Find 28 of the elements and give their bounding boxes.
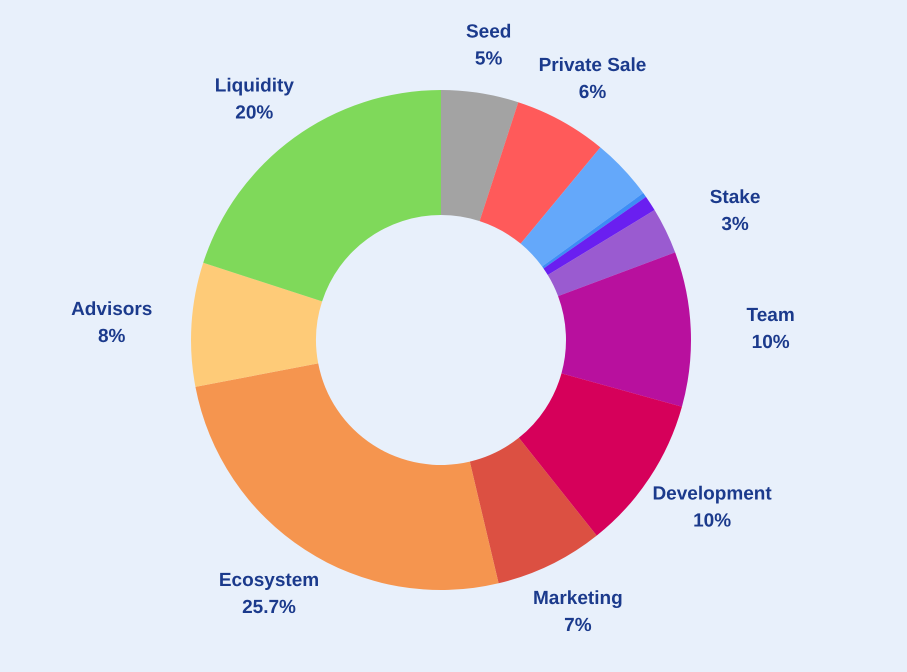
slice-label: Stake [710,186,760,208]
data-label: 5% [474,48,502,70]
donut-slice [543,196,655,276]
donut-slice [470,438,597,584]
data-label: 6% [578,82,606,104]
slice-label: Ecosystem [218,570,320,591]
slice-label: Private Sale [538,55,646,76]
data-label: 10% [693,510,732,532]
data-label: 3% [721,214,749,235]
donut-slice [480,102,600,244]
donut-slice [441,90,518,222]
slice-label: Liquidity [214,75,294,96]
donut-slice [542,193,646,268]
donut-slice [520,147,644,267]
data-label: 20% [235,102,274,124]
data-label: 25.7% [242,596,296,618]
slice-label: Development [652,483,772,504]
donut-slice [548,210,676,296]
data-label: 8% [98,326,126,348]
donut-slice [195,363,499,590]
slice-label: Advisors [71,299,152,320]
donut-slice [558,252,691,407]
slice-label: Team [746,304,795,326]
slice-label: Marketing [532,588,623,609]
data-label: 10% [752,332,790,353]
data-label: 7% [564,614,592,636]
slice-label: Seed [466,22,512,43]
donut-slice [191,262,322,387]
